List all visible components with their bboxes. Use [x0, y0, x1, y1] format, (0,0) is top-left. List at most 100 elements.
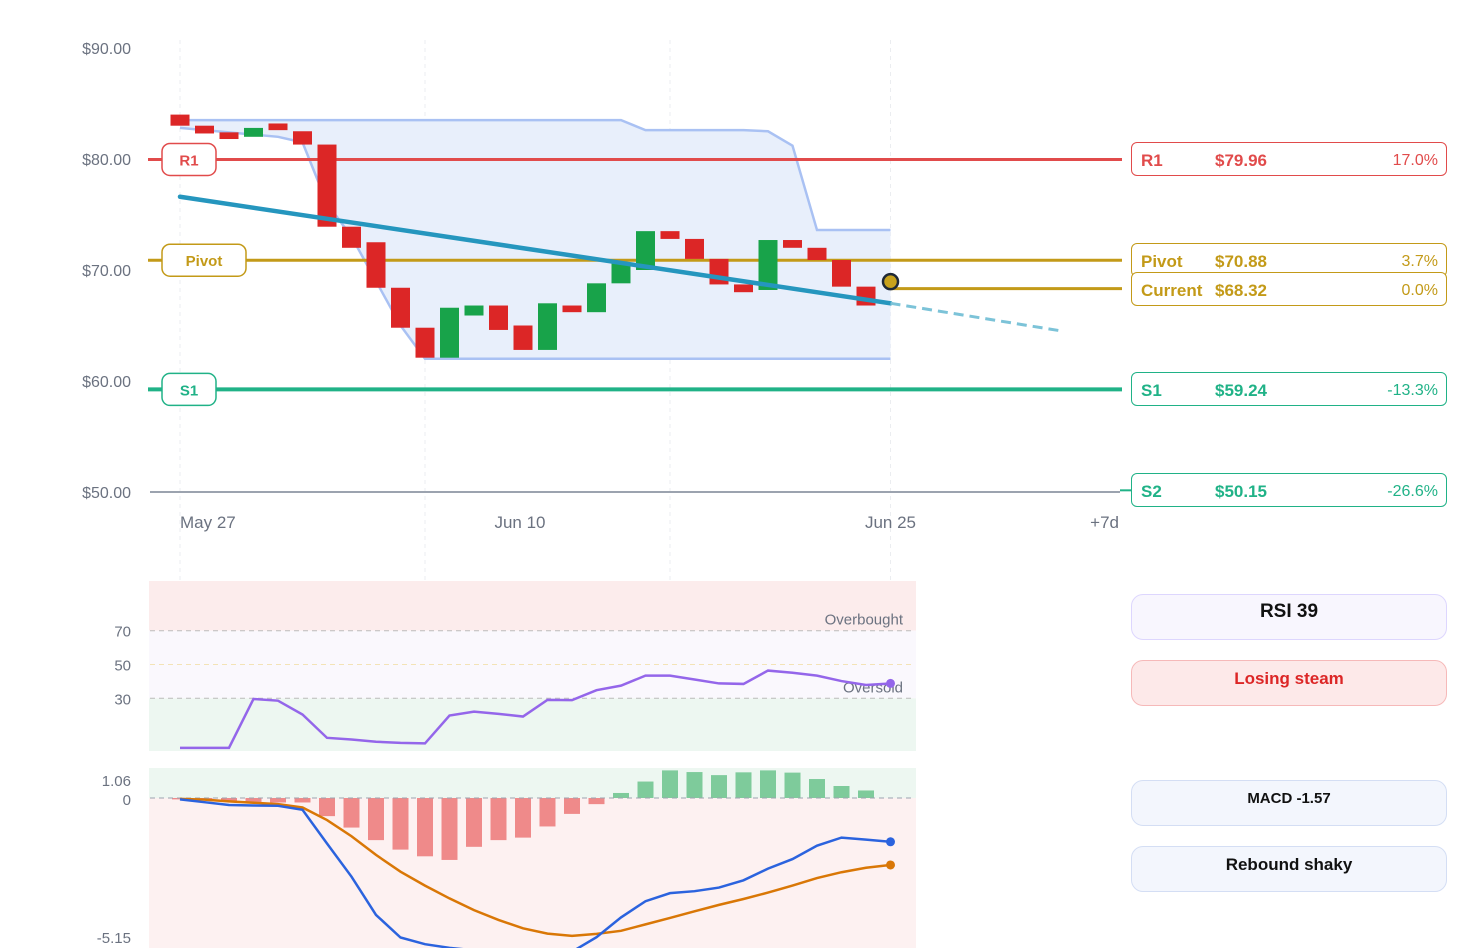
- rsi-y-tick-label: 70: [114, 624, 131, 641]
- rsi-line: [180, 669, 891, 750]
- level-box-current: Current $68.32 0.0%: [1131, 271, 1447, 306]
- level-percent: -26.6%: [1387, 483, 1438, 501]
- x-tick-label: +7d: [1090, 513, 1119, 532]
- macd-line: [179, 798, 891, 948]
- rsi-status-label: Losing steam: [1234, 669, 1344, 688]
- macd-histogram-bar: [809, 779, 825, 798]
- macd-histogram-bar: [490, 798, 507, 841]
- candle: [587, 283, 606, 313]
- macd-value-label: MACD -1.57: [1247, 790, 1331, 807]
- macd-value-box: MACD -1.57: [1131, 780, 1447, 826]
- level-box-s1: S1 $59.24 -13.3%: [1131, 372, 1447, 407]
- candle: [807, 247, 827, 261]
- forecast-line: [890, 301, 1063, 333]
- macd-histogram-bar: [172, 798, 188, 800]
- candle: [685, 238, 704, 259]
- level-percent: -13.3%: [1387, 382, 1438, 400]
- macd-histogram-bar: [760, 770, 776, 798]
- candle: [317, 144, 337, 227]
- macd-histogram-bar: [637, 781, 654, 798]
- level-box-r1: R1 $79.96 17.0%: [1131, 142, 1447, 177]
- rsi-oversold-zone: [149, 698, 916, 751]
- rsi-overbought-zone: [149, 581, 916, 631]
- candle: [195, 125, 214, 134]
- candle: [783, 240, 802, 248]
- candle: [342, 226, 361, 248]
- macd-negative-zone: [149, 798, 916, 948]
- level-name: S2: [1141, 482, 1162, 502]
- macd-signal-line: [179, 797, 891, 938]
- signal-last-point: [886, 860, 895, 870]
- x-tick-label: Jun 10: [494, 513, 545, 532]
- candle: [268, 123, 288, 131]
- level-name: S1: [1141, 381, 1162, 401]
- macd-y-tick-label: 1.06: [102, 773, 131, 790]
- level-price: $79.96: [1215, 151, 1267, 171]
- rsi-y-tick-label: 30: [114, 691, 131, 708]
- candle: [513, 325, 533, 350]
- level-percent: 3.7%: [1401, 253, 1438, 271]
- trendline: [177, 194, 893, 306]
- range-band-area: [180, 120, 891, 359]
- level-price: $50.15: [1215, 482, 1267, 502]
- y-tick-label: $60.00: [82, 374, 131, 391]
- level-name: Current: [1141, 280, 1203, 300]
- level-price: $70.88: [1215, 252, 1267, 272]
- macd-histogram-bar: [539, 798, 556, 827]
- candle: [391, 287, 410, 328]
- candle: [562, 305, 582, 313]
- rsi-value-box: RSI 39: [1131, 594, 1447, 640]
- candle: [366, 242, 386, 288]
- level-box-pivot: Pivot $70.88 3.7%: [1131, 243, 1447, 278]
- level-tag-pivot: [161, 243, 247, 277]
- candle: [440, 307, 459, 358]
- candle: [758, 240, 778, 290]
- macd-status-label: Rebound shaky: [1225, 855, 1353, 874]
- rsi-last-point: [886, 678, 895, 688]
- current-price-marker: [881, 272, 900, 291]
- level-tag-label: R1: [179, 152, 198, 169]
- level-box-s2: S2 $50.15 -26.6%: [1131, 473, 1447, 508]
- candle: [636, 231, 655, 270]
- candle: [611, 263, 631, 284]
- macd-histogram-bar: [417, 798, 433, 857]
- candle: [660, 231, 680, 239]
- macd-histogram-bar: [564, 798, 580, 814]
- level-tag-label: Pivot: [186, 253, 223, 270]
- candle: [415, 327, 435, 358]
- overbought-label: Overbought: [825, 612, 904, 629]
- macd-histogram-bar: [221, 798, 237, 802]
- range-band-upper-line: [180, 118, 891, 232]
- y-tick-label: $70.00: [82, 263, 131, 280]
- macd-histogram-bar: [392, 798, 409, 850]
- macd-histogram-bar: [515, 798, 531, 838]
- macd-histogram-bar: [711, 775, 727, 798]
- macd-histogram-bar: [466, 798, 482, 847]
- macd-status-box: Rebound shaky: [1131, 846, 1447, 892]
- rsi-status-box: Losing steam: [1131, 660, 1447, 706]
- level-percent: 17.0%: [1392, 152, 1438, 170]
- macd-positive-zone: [149, 768, 916, 798]
- candle: [244, 127, 263, 137]
- x-tick-label: May 27: [180, 513, 236, 532]
- level-price: $59.24: [1215, 381, 1267, 401]
- macd-histogram-bar: [735, 772, 752, 798]
- candle: [489, 305, 508, 330]
- macd-histogram-bar: [858, 790, 874, 798]
- level-percent: 0.0%: [1401, 281, 1438, 299]
- y-tick-label: $90.00: [82, 41, 131, 58]
- candle: [293, 131, 312, 145]
- rsi-value-label: RSI 39: [1259, 601, 1319, 622]
- macd-histogram-bar: [343, 798, 360, 828]
- macd-histogram-bar: [833, 786, 850, 798]
- macd-histogram-bar: [294, 798, 311, 803]
- macd-histogram-bar: [686, 772, 703, 798]
- macd-histogram-bar: [613, 792, 629, 798]
- macd-histogram-bar: [319, 798, 335, 817]
- candle: [219, 132, 239, 140]
- level-price: $68.32: [1215, 280, 1267, 300]
- macd-histogram-bar: [662, 770, 678, 798]
- macd-y-tick-label: 0: [123, 792, 131, 809]
- y-tick-label: $80.00: [82, 152, 131, 169]
